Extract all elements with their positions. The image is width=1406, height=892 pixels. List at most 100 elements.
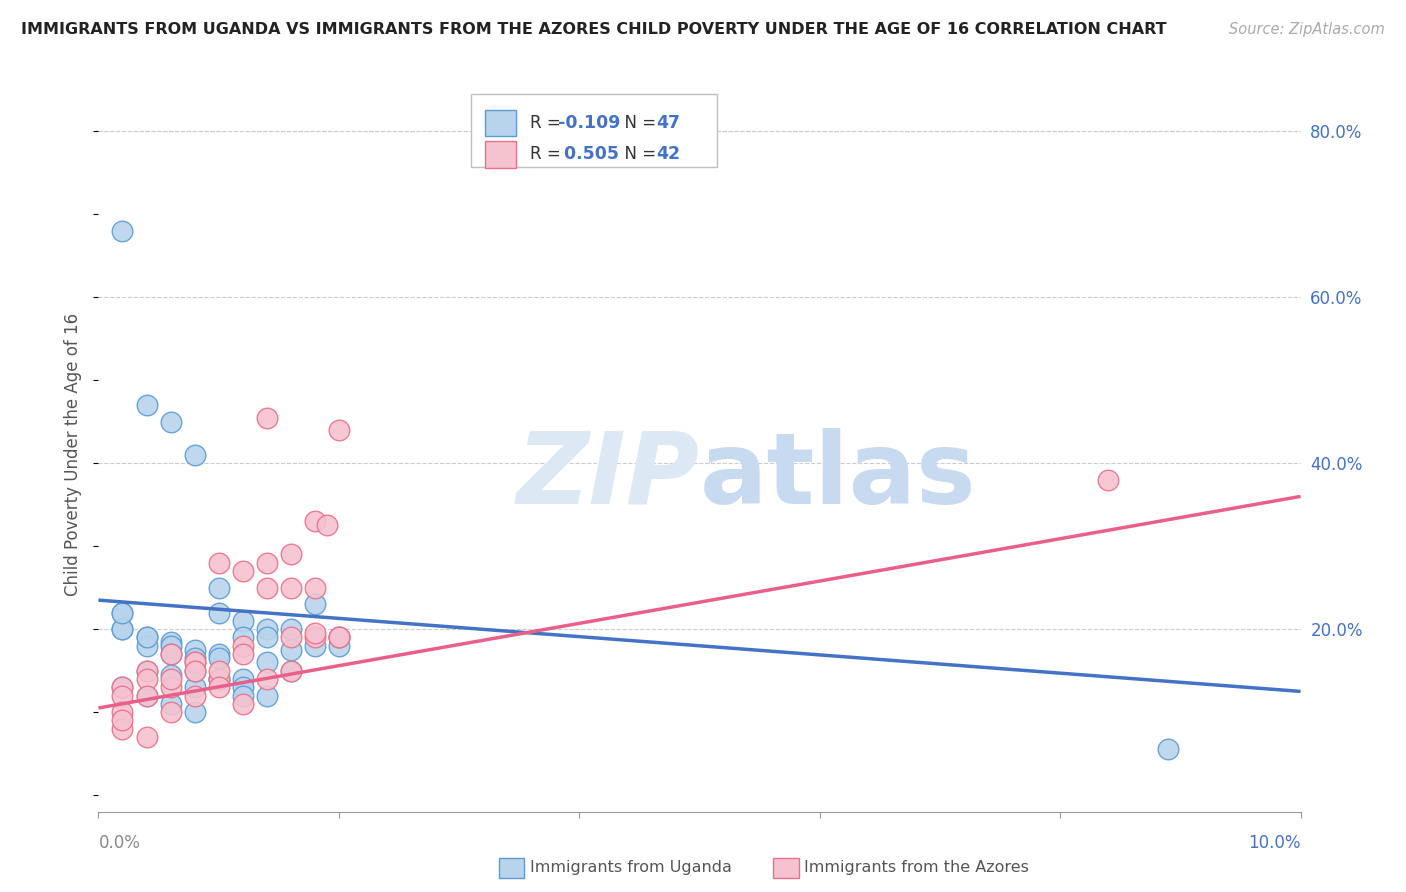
Point xyxy=(280,664,302,678)
Point xyxy=(183,705,205,719)
Point xyxy=(232,672,254,686)
Point xyxy=(135,730,157,744)
Point xyxy=(111,714,134,728)
Point xyxy=(208,647,231,661)
Text: N =: N = xyxy=(614,114,662,132)
Point xyxy=(232,689,254,703)
Y-axis label: Child Poverty Under the Age of 16: Child Poverty Under the Age of 16 xyxy=(65,313,83,597)
Point xyxy=(111,622,134,636)
Point xyxy=(315,518,337,533)
Point xyxy=(111,705,134,719)
Point xyxy=(135,398,157,412)
Point xyxy=(135,689,157,703)
Point xyxy=(159,647,181,661)
Point xyxy=(159,639,181,653)
Point xyxy=(159,647,181,661)
Point xyxy=(111,622,134,636)
Point xyxy=(183,664,205,678)
Point xyxy=(135,664,157,678)
Text: R =: R = xyxy=(530,114,567,132)
Point xyxy=(232,639,254,653)
Text: 42: 42 xyxy=(657,145,681,163)
Point xyxy=(208,680,231,694)
Point xyxy=(135,631,157,645)
Point xyxy=(280,581,302,595)
Point xyxy=(328,631,350,645)
Point xyxy=(232,697,254,711)
Text: R =: R = xyxy=(530,145,567,163)
Point xyxy=(159,668,181,682)
Point xyxy=(304,514,326,528)
Point xyxy=(232,647,254,661)
Point xyxy=(280,664,302,678)
Text: 0.0%: 0.0% xyxy=(98,834,141,852)
Point xyxy=(256,556,278,570)
Point xyxy=(232,631,254,645)
Point xyxy=(304,581,326,595)
Point xyxy=(304,597,326,611)
Point xyxy=(183,664,205,678)
Point xyxy=(256,622,278,636)
Text: 47: 47 xyxy=(657,114,681,132)
Point xyxy=(135,631,157,645)
Point xyxy=(304,639,326,653)
Text: 10.0%: 10.0% xyxy=(1249,834,1301,852)
Text: N =: N = xyxy=(614,145,662,163)
Text: 0.505: 0.505 xyxy=(558,145,619,163)
Point xyxy=(280,548,302,562)
Point xyxy=(280,631,302,645)
Text: ZIP: ZIP xyxy=(516,428,700,524)
Point xyxy=(328,639,350,653)
Point xyxy=(208,672,231,686)
Point xyxy=(208,581,231,595)
Point xyxy=(232,614,254,628)
Point xyxy=(328,423,350,437)
Point xyxy=(328,631,350,645)
Text: Source: ZipAtlas.com: Source: ZipAtlas.com xyxy=(1229,22,1385,37)
Point xyxy=(232,680,254,694)
Point xyxy=(183,689,205,703)
Point xyxy=(135,689,157,703)
Point xyxy=(135,672,157,686)
Point xyxy=(111,606,134,620)
Point xyxy=(280,643,302,657)
Point xyxy=(208,606,231,620)
Text: Immigrants from Uganda: Immigrants from Uganda xyxy=(530,860,733,874)
Point xyxy=(304,626,326,640)
Point xyxy=(208,664,231,678)
Point xyxy=(111,224,134,238)
Point xyxy=(256,689,278,703)
Point xyxy=(256,410,278,425)
Point xyxy=(135,639,157,653)
Point xyxy=(256,656,278,670)
Point xyxy=(159,680,181,694)
Text: IMMIGRANTS FROM UGANDA VS IMMIGRANTS FROM THE AZORES CHILD POVERTY UNDER THE AGE: IMMIGRANTS FROM UGANDA VS IMMIGRANTS FRO… xyxy=(21,22,1167,37)
Point xyxy=(183,651,205,665)
Point xyxy=(183,656,205,670)
Point xyxy=(256,631,278,645)
Text: -0.109: -0.109 xyxy=(558,114,620,132)
Point xyxy=(208,672,231,686)
Point xyxy=(111,680,134,694)
Point xyxy=(328,631,350,645)
Point xyxy=(183,680,205,694)
Point xyxy=(256,672,278,686)
Point xyxy=(280,622,302,636)
Point xyxy=(208,651,231,665)
Point xyxy=(111,689,134,703)
Point xyxy=(232,564,254,578)
Point xyxy=(304,631,326,645)
Point xyxy=(159,672,181,686)
Point xyxy=(208,672,231,686)
Point xyxy=(159,705,181,719)
Point xyxy=(1157,742,1180,756)
Text: Immigrants from the Azores: Immigrants from the Azores xyxy=(804,860,1029,874)
Point xyxy=(1097,473,1119,487)
Point xyxy=(208,556,231,570)
Text: atlas: atlas xyxy=(700,428,976,524)
Point xyxy=(183,656,205,670)
Point xyxy=(111,722,134,736)
Point xyxy=(135,664,157,678)
Point xyxy=(159,634,181,648)
Point xyxy=(159,697,181,711)
